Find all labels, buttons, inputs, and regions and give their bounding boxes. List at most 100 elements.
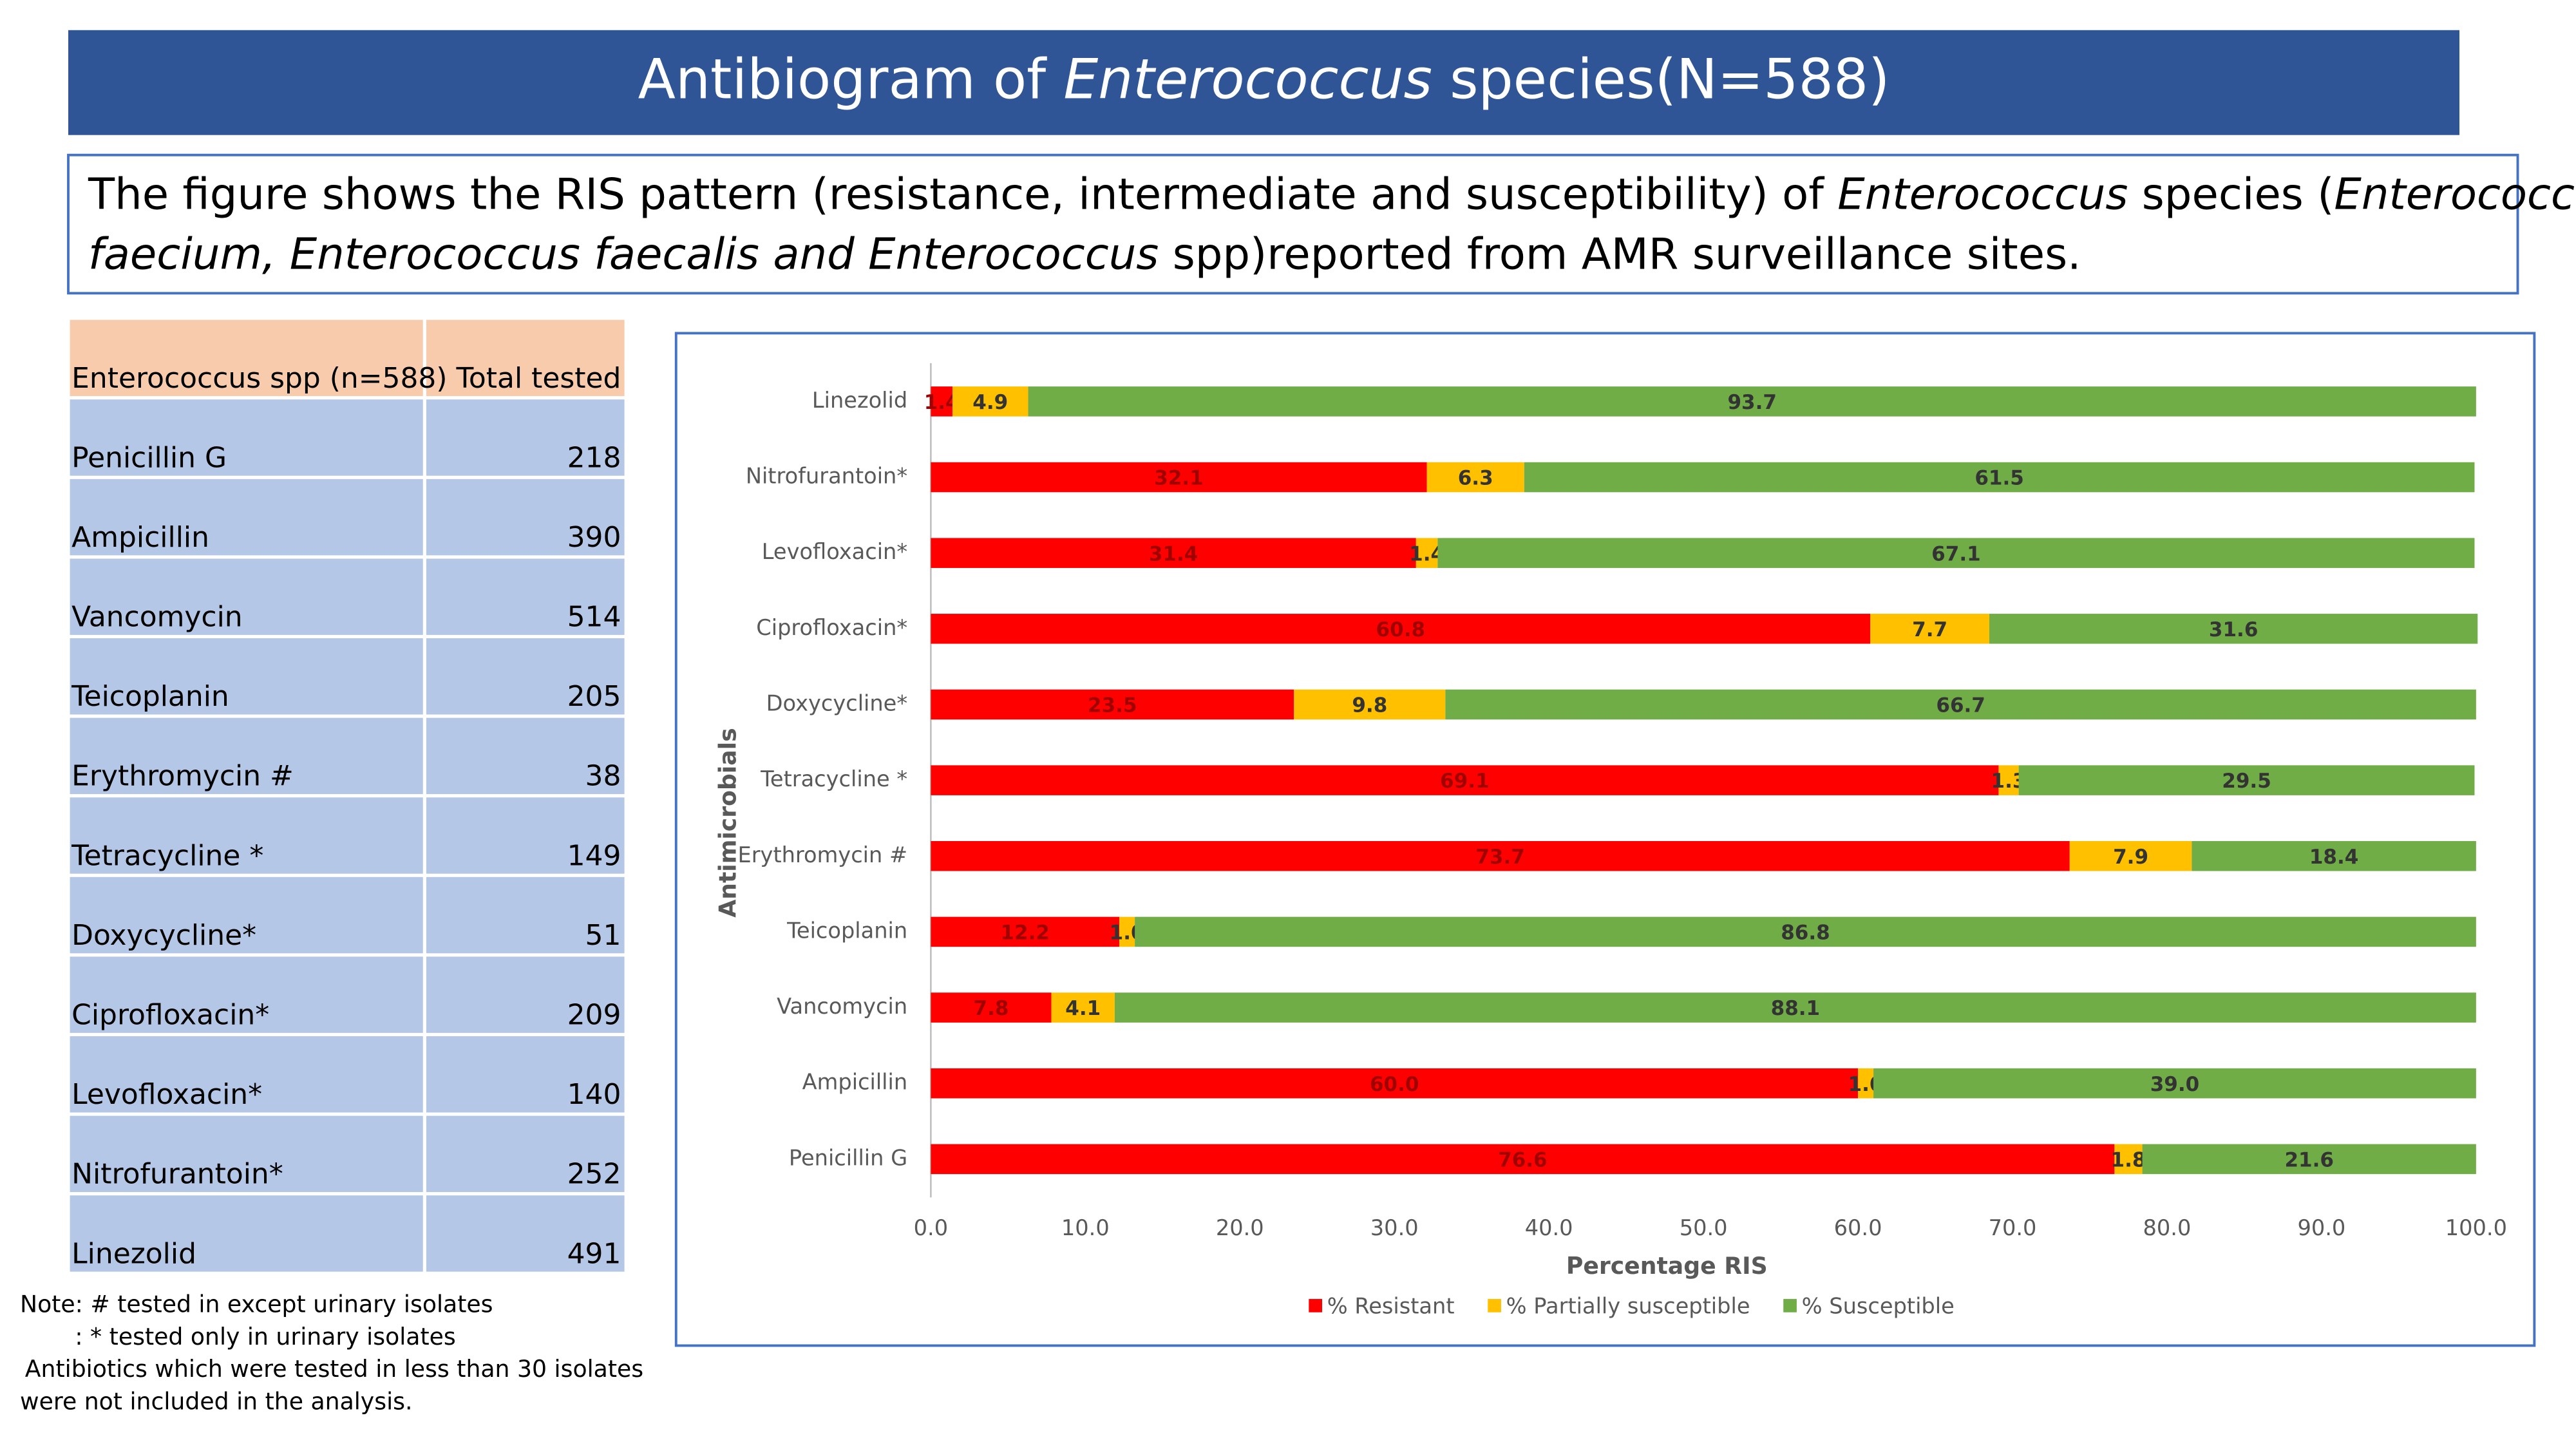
bar-segment [931,689,1294,720]
table-cell [426,717,625,795]
bar-segment [931,1068,1859,1099]
desc-part: Enterococcus [1837,169,2128,219]
cell-text: Nitrofurantoin* [71,1158,283,1191]
table-cell [70,319,423,397]
cell-text: Levofloxacin* [71,1078,262,1111]
value-label: 7.9 [2113,846,2148,869]
x-tick-label: 30.0 [1370,1215,1419,1240]
value-label: 29.5 [2222,770,2271,793]
table-cell [426,638,625,715]
cell-text: Doxycycline* [71,919,256,952]
value-label: 7.7 [1912,618,1947,641]
value-label: 39.0 [2150,1073,2200,1096]
cell-text: 218 [567,441,621,474]
title-part: Antibiogram of [638,48,1064,112]
bar-segment [952,386,1028,417]
x-tick-label: 10.0 [1061,1215,1110,1240]
value-label: 4.1 [1065,997,1101,1020]
x-tick-label: 80.0 [2143,1215,2192,1240]
chart-frame [674,332,2536,1347]
bar-segment [931,916,1120,947]
bar-segment [2192,840,2476,871]
cell-text: 390 [567,521,621,554]
table-cell [426,478,625,556]
bar-segment [1873,1068,2476,1099]
cell-text: Tetracycline * [71,839,263,872]
value-label: 6.3 [1458,467,1493,490]
bar-segment [1524,462,2475,493]
value-label: 31.4 [1149,542,1198,565]
x-tick-label: 70.0 [1989,1215,2037,1240]
legend-label: % Resistant [1327,1293,1455,1318]
cell-text: 491 [567,1237,621,1270]
bar-segment [931,765,1999,795]
y-tick-label: Vancomycin [777,994,907,1019]
cell-text: Total tested [456,362,621,395]
x-tick-label: 100.0 [2445,1215,2507,1240]
bar-segment [1416,538,1438,568]
x-tick-label: 40.0 [1525,1215,1573,1240]
table-cell [426,797,625,874]
cell-text: 140 [567,1078,621,1111]
y-tick-label: Linezolid [812,388,907,413]
y-tick-label: Nitrofurantoin* [746,464,907,489]
x-tick-label: 60.0 [1834,1215,1882,1240]
value-label: 69.1 [1440,770,1490,793]
cell-text: Penicillin G [71,441,227,474]
table-cell [70,558,423,635]
y-tick-label: Teicoplanin [786,918,907,943]
bar-segment [1114,992,2476,1023]
legend-swatch [1783,1299,1797,1312]
value-label: 7.8 [973,997,1009,1020]
value-label: 23.5 [1088,694,1137,717]
bar-segment [931,992,1052,1023]
table-cell [70,1115,423,1193]
table-cell [70,399,423,476]
bar-segment [931,538,1416,568]
page-title: Antibiogram of Enterococcus species(N=58… [638,48,1890,112]
y-tick-label: Ciprofloxacin* [756,615,907,640]
note: Note: # tested in except urinary isolate… [20,1290,643,1415]
value-label: 31.6 [2209,618,2259,641]
cell-text: Ciprofloxacin* [71,999,269,1032]
legend-swatch [1488,1299,1501,1312]
table-cell [426,956,625,1033]
desc-part: Enterococcus [2334,169,2576,219]
value-label: 60.0 [1370,1073,1419,1096]
y-tick-label: Doxycycline* [766,690,908,715]
bar-segment [931,1144,2115,1175]
value-label: 4.9 [972,391,1008,414]
x-tick-label: 90.0 [2297,1215,2345,1240]
note-line: were not included in the analysis. [20,1388,412,1416]
y-tick-label: Ampicillin [802,1070,908,1095]
value-label: 88.1 [1771,997,1821,1020]
x-axis-title: Percentage RIS [1566,1252,1768,1280]
cell-text: Vancomycin [71,601,242,634]
bar-segment [931,840,2070,871]
bar-segment [1998,765,2019,795]
note-line: Note: # tested in except urinary isolate… [20,1290,493,1318]
table: Enterococcus spp (n=588) Total tested Peni… [70,319,625,1272]
x-tick-label: 50.0 [1680,1215,1728,1240]
cell-text: Linezolid [71,1237,196,1270]
table-cell [426,1036,625,1113]
cell-text: 149 [567,839,621,872]
y-tick-label: Levofloxacin* [762,539,907,564]
value-label: 93.7 [1727,391,1777,414]
table-cell [70,1036,423,1113]
table-cell [426,399,625,476]
title-part: Enterococcus [1063,48,1432,112]
desc-part: The figure shows the RIS pattern (resist… [88,169,1837,219]
bar-segment [931,614,1871,644]
table-cell [70,1195,423,1272]
cell-text: Erythromycin # [71,760,294,793]
bar-segment [1294,689,1446,720]
y-tick-label: Tetracycline * [760,766,907,791]
table-cell [426,319,625,397]
bar-segment [1989,614,2478,644]
legend-label: % Partially susceptible [1506,1293,1750,1318]
table-cell [70,876,423,954]
bar-segment [2142,1144,2476,1175]
bar-segment [2018,765,2475,795]
